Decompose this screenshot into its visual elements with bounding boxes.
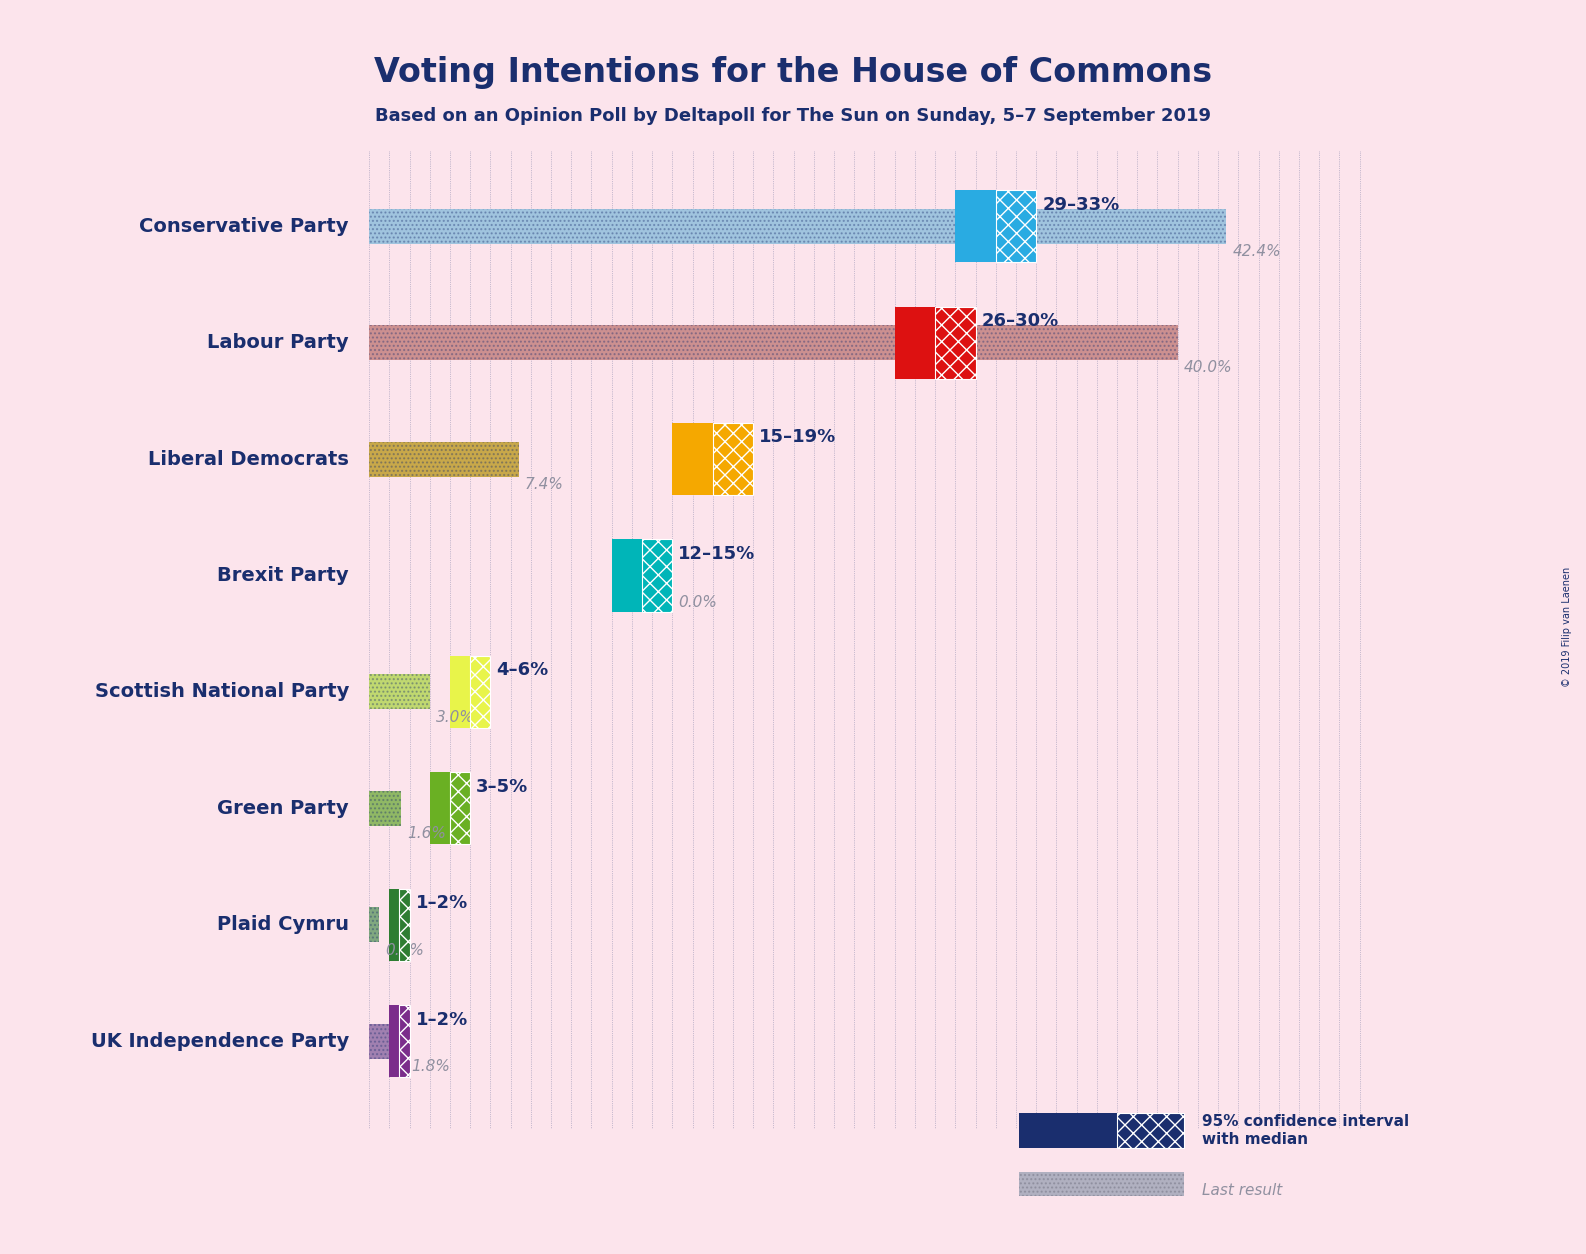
Text: Liberal Democrats: Liberal Democrats — [147, 449, 349, 469]
Bar — [450, 772, 469, 844]
Text: 29–33%: 29–33% — [1042, 196, 1120, 213]
Bar — [1117, 1112, 1183, 1149]
Bar — [370, 791, 401, 826]
Text: 4–6%: 4–6% — [496, 661, 549, 680]
Bar — [450, 656, 469, 729]
Bar — [612, 539, 642, 612]
Bar — [469, 656, 490, 729]
Bar — [389, 1006, 400, 1077]
Bar — [642, 539, 672, 612]
Bar — [1020, 1112, 1117, 1149]
Bar — [370, 1023, 406, 1058]
Bar — [370, 675, 430, 710]
Text: © 2019 Filip van Laenen: © 2019 Filip van Laenen — [1562, 567, 1572, 687]
Text: Based on an Opinion Poll by Deltapoll for The Sun on Sunday, 5–7 September 2019: Based on an Opinion Poll by Deltapoll fo… — [374, 107, 1212, 124]
Text: 1.8%: 1.8% — [412, 1060, 450, 1073]
Bar — [370, 908, 379, 942]
Text: Green Party: Green Party — [217, 799, 349, 818]
Bar — [370, 1023, 406, 1058]
Bar — [430, 772, 450, 844]
Text: 15–19%: 15–19% — [760, 429, 836, 446]
Text: 26–30%: 26–30% — [982, 312, 1059, 330]
Text: Last result: Last result — [1202, 1183, 1281, 1198]
Bar — [955, 191, 996, 262]
Text: 3–5%: 3–5% — [476, 777, 528, 796]
Text: 40.0%: 40.0% — [1183, 360, 1232, 375]
Bar — [400, 1006, 409, 1077]
Bar — [370, 325, 1178, 360]
Text: 7.4%: 7.4% — [525, 477, 563, 492]
Bar — [370, 441, 519, 477]
Bar — [400, 889, 409, 961]
Text: 12–15%: 12–15% — [679, 544, 755, 563]
Text: 3.0%: 3.0% — [436, 710, 474, 725]
Text: 42.4%: 42.4% — [1232, 245, 1281, 258]
Text: 1–2%: 1–2% — [416, 894, 468, 912]
Bar — [370, 908, 379, 942]
Bar — [996, 191, 1036, 262]
Bar — [370, 208, 1226, 243]
Bar — [370, 325, 1178, 360]
Text: Plaid Cymru: Plaid Cymru — [217, 915, 349, 934]
Bar — [1020, 1172, 1183, 1196]
Bar — [712, 423, 753, 495]
Bar — [370, 441, 519, 477]
Text: Brexit Party: Brexit Party — [217, 566, 349, 586]
Bar — [370, 208, 1226, 243]
Bar — [936, 306, 975, 379]
Text: 0.0%: 0.0% — [679, 596, 717, 611]
Bar — [389, 889, 400, 961]
Text: 95% confidence interval
with median: 95% confidence interval with median — [1202, 1115, 1408, 1147]
Text: Conservative Party: Conservative Party — [140, 217, 349, 236]
Text: 1–2%: 1–2% — [416, 1011, 468, 1028]
Bar — [1020, 1172, 1183, 1196]
Text: Scottish National Party: Scottish National Party — [95, 682, 349, 701]
Bar — [370, 791, 401, 826]
Text: 1.6%: 1.6% — [408, 826, 446, 841]
Text: UK Independence Party: UK Independence Party — [90, 1032, 349, 1051]
Bar — [895, 306, 936, 379]
Bar — [370, 675, 430, 710]
Bar — [672, 423, 712, 495]
Text: Voting Intentions for the House of Commons: Voting Intentions for the House of Commo… — [374, 56, 1212, 89]
Text: Labour Party: Labour Party — [208, 334, 349, 352]
Text: 0.5%: 0.5% — [385, 943, 423, 958]
